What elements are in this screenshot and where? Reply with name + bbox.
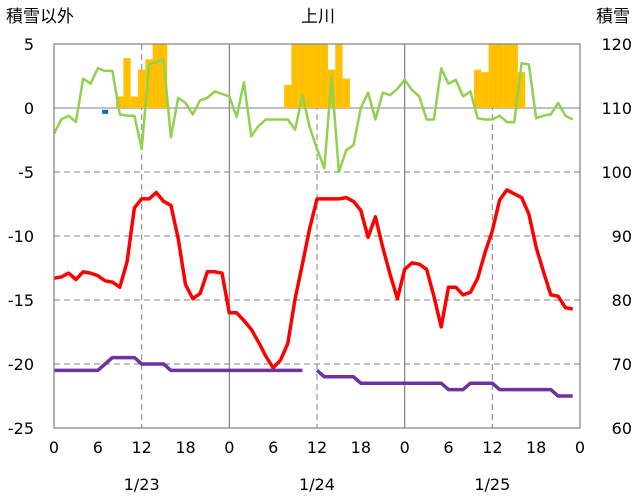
left-axis-title: 積雪以外 [6,7,74,27]
snowfall-bar [517,72,526,108]
right-tick-label: 60 [612,419,632,438]
date-label: 1/23 [124,475,160,494]
snowfall-bar [123,58,131,108]
right-tick-label: 110 [601,99,632,118]
x-tick-label: 18 [175,438,195,457]
snowfall-bar [145,59,153,108]
snowfall-bar [298,44,307,108]
series-line-purple [54,355,573,398]
x-tick-label: 0 [575,438,585,457]
x-tick-label: 6 [93,438,103,457]
plot-frame [53,43,581,429]
snowfall-bar [313,44,321,108]
left-tick-label: -15 [8,291,34,310]
series-line-green [52,58,574,174]
snowfall-bar [320,44,328,108]
right-axis-title: 積雪 [596,7,630,27]
right-tick-label: 90 [612,227,632,246]
right-tick-label: 80 [612,291,632,310]
x-tick-label: 0 [224,438,234,457]
snowfall-bar [130,96,139,108]
snowfall-bar [335,44,343,108]
x-tick-label: 12 [482,438,502,457]
x-tick-label: 6 [268,438,278,457]
snowfall-bar [138,69,146,108]
snowfall-bar [152,44,160,108]
snowfall-bar [306,44,314,108]
snowfall-bar [481,72,489,108]
snowfall-bar [474,69,482,108]
left-tick-label: 5 [24,35,34,54]
x-tick-label: 0 [49,438,59,457]
x-tick-label: 18 [526,438,546,457]
x-tick-label: 12 [307,438,327,457]
x-tick-label: 0 [400,438,410,457]
snowfall-bar [503,44,511,108]
date-label: 1/25 [474,475,510,494]
snowfall-bar [284,84,292,108]
right-tick-label: 120 [601,35,632,54]
data-marker [102,109,109,114]
left-tick-label: 0 [24,99,34,118]
series-line-red [53,188,574,370]
series-lines [52,58,574,398]
snowfall-bar [116,96,124,108]
x-tick-label: 12 [131,438,151,457]
right-tick-label: 70 [612,355,632,374]
snowfall-bar [291,44,299,108]
x-tick-label: 18 [351,438,371,457]
markers [102,109,109,114]
date-label: 1/24 [299,475,335,494]
right-tick-label: 100 [601,163,632,182]
snowfall-bar [495,44,504,108]
snowfall-bar [159,44,168,108]
snowfall-bar [510,44,518,108]
chart-title: 上川 [301,7,335,27]
x-tick-label: 6 [443,438,453,457]
left-tick-label: -25 [8,419,34,438]
left-tick-label: -20 [8,355,34,374]
left-tick-label: -5 [18,163,34,182]
snowfall-bar [488,44,496,108]
snowfall-bar [342,78,350,108]
left-tick-label: -10 [8,227,34,246]
